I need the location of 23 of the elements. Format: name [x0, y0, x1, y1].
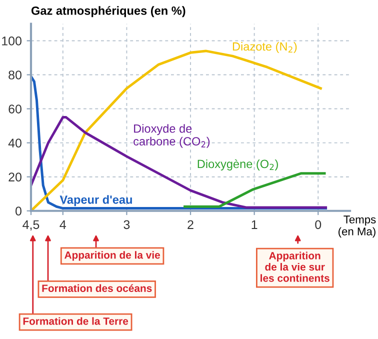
y-tick-label: 0: [16, 206, 22, 216]
x-tick-label: 0: [315, 220, 322, 230]
text: Apparition de la vie: [64, 251, 160, 261]
y-tick-label: 60: [8, 104, 22, 114]
x-tick-label: 3: [124, 220, 130, 230]
text: Apparition de la vie sur les continents: [260, 252, 330, 282]
x-axis-title: Temps (en Ma): [338, 216, 376, 238]
x-tick-label: 4: [60, 220, 66, 229]
y-tick-label: 40: [8, 138, 22, 148]
series-label: Dioxygène (O$_{2}$): [198, 159, 278, 170]
y-tick-label: 80: [8, 70, 22, 80]
series-label: Dioxyde de carbone (CO$_{2}$): [134, 124, 210, 148]
y-tick-label: 20: [8, 172, 22, 182]
text: Formation de la Terre: [23, 317, 128, 325]
text: Formation des océans: [42, 284, 152, 292]
x-tick-label: 4,5: [22, 220, 40, 231]
line-series: [30, 116, 328, 209]
y-axis-title: Gaz atmosphériques (en %): [31, 6, 186, 18]
x-tick-label: 1: [252, 220, 258, 229]
series-label: Vapeur d'eau: [60, 195, 132, 206]
series-label: Diazote (N$_{2}$): [232, 42, 297, 53]
y-tick-label: 100: [2, 36, 22, 46]
x-tick-label: 2: [188, 220, 194, 229]
